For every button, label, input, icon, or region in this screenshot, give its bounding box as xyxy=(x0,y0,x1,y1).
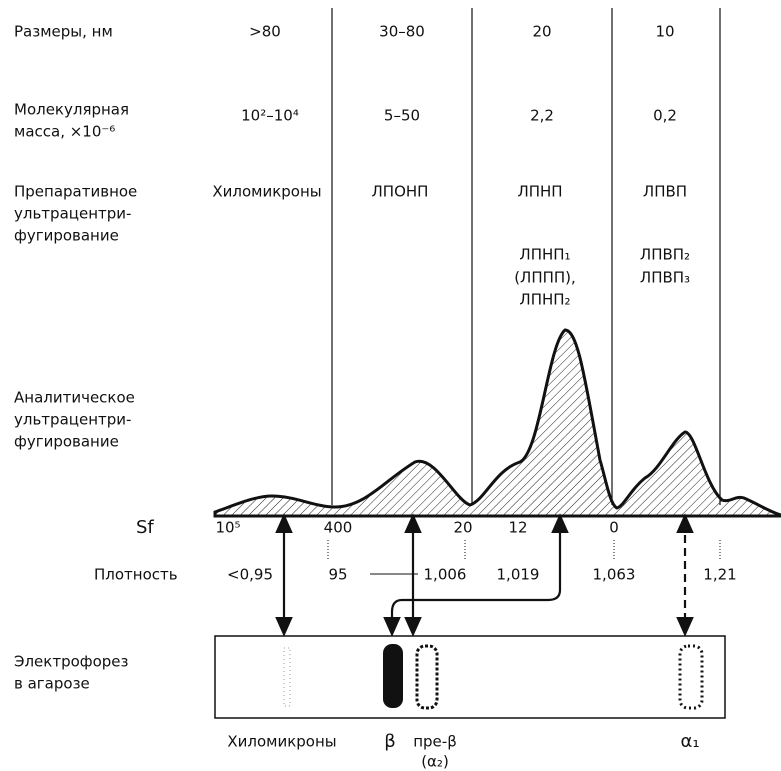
size: 10 xyxy=(655,23,674,41)
beta-band xyxy=(383,644,403,708)
sf-value: 0 xyxy=(609,519,619,537)
row-label: фугирование xyxy=(14,433,119,451)
sf-scale: 10⁵ 400 20 12 0 xyxy=(215,519,618,537)
sizes: >80 30–80 20 10 xyxy=(249,23,674,41)
column-dividers xyxy=(331,8,721,505)
chylomicron-band xyxy=(283,647,291,707)
row-label: ультрацентри- xyxy=(14,205,131,223)
row-label: Размеры, нм xyxy=(14,23,113,41)
size: 20 xyxy=(532,23,551,41)
density-value: 1,006 xyxy=(424,566,467,584)
density-value: 95 xyxy=(328,566,347,584)
row-label: ультрацентри- xyxy=(14,411,131,429)
band-label: Хиломикроны xyxy=(227,733,336,751)
row-label: Аналитическое xyxy=(14,389,135,407)
row-label: Молекулярная xyxy=(14,101,129,119)
prep-class: Хиломикроны xyxy=(212,183,321,201)
size: 30–80 xyxy=(379,23,425,41)
alpha-band xyxy=(678,644,704,710)
sf-value: 400 xyxy=(324,519,353,537)
pre-beta-band xyxy=(415,644,439,710)
row-label: в агарозе xyxy=(14,675,90,693)
density-value: 1,21 xyxy=(703,566,736,584)
row-labels: Размеры, нм Молекулярная масса, ×10⁻⁶ Пр… xyxy=(14,23,178,693)
subclass: ЛПВП₃ xyxy=(640,269,690,287)
band-label: β xyxy=(384,731,396,752)
electrophoresis-gel xyxy=(214,635,726,719)
density-value: 1,063 xyxy=(593,566,636,584)
subclass: (ЛППП), xyxy=(514,269,576,287)
row-label: Препаративное xyxy=(14,183,137,201)
dotted-ticks xyxy=(327,540,721,560)
mass: 2,2 xyxy=(530,107,554,125)
prep-class: ЛПНП xyxy=(517,183,562,201)
subclass: ЛПНП₁ xyxy=(519,246,570,264)
sf-value: 10⁵ xyxy=(215,519,240,537)
subclass: ЛПНП₂ xyxy=(519,291,570,309)
mass: 0,2 xyxy=(653,107,677,125)
sf-value: 12 xyxy=(508,519,527,537)
row-label: Электрофорез xyxy=(14,653,129,671)
subclass: ЛПВП₂ xyxy=(640,246,690,264)
density-values: <0,95 95 1,006 1,019 1,063 1,21 xyxy=(227,566,737,584)
row-label: масса, ×10⁻⁶ xyxy=(14,123,115,141)
row-label: Sf xyxy=(136,517,154,538)
mass: 10²–10⁴ xyxy=(241,107,299,125)
size: >80 xyxy=(249,23,281,41)
masses: 10²–10⁴ 5–50 2,2 0,2 xyxy=(241,107,677,125)
sf-value: 20 xyxy=(453,519,472,537)
band-label: α₁ xyxy=(680,731,699,752)
density-value: <0,95 xyxy=(227,566,273,584)
density-value: 1,019 xyxy=(497,566,540,584)
arrows xyxy=(275,513,694,637)
row-label: Плотность xyxy=(94,566,178,584)
band-label: (α₂) xyxy=(421,753,449,771)
mass: 5–50 xyxy=(384,107,420,125)
prep-class: ЛПВП xyxy=(643,183,687,201)
gel-bands xyxy=(283,644,704,710)
band-labels: Хиломикроны β пре-β (α₂) α₁ xyxy=(227,731,699,771)
sedimentation-curve xyxy=(213,328,781,518)
band-label: пре-β xyxy=(413,733,457,751)
prep-class: ЛПОНП xyxy=(372,183,429,201)
prep-classes: Хиломикроны ЛПОНП ЛПНП ЛПВП ЛПНП₁ (ЛППП)… xyxy=(212,183,690,309)
row-label: фугирование xyxy=(14,227,119,245)
